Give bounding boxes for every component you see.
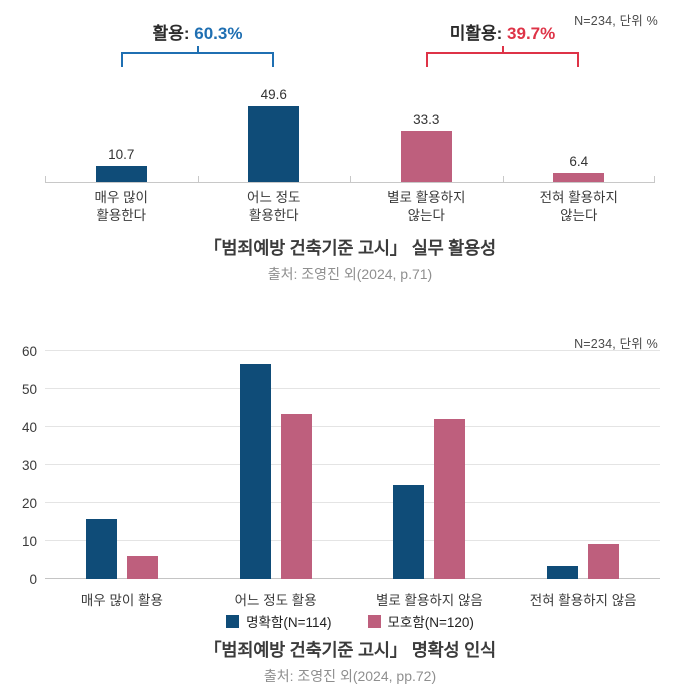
bar-value-label: 33.3 xyxy=(413,112,440,128)
clarity-bar-s1-c2 xyxy=(434,419,466,579)
gridline-60 xyxy=(45,350,660,351)
usage-bar-2 xyxy=(400,131,452,183)
clarity-category-2 xyxy=(353,351,507,579)
usage-category-2: 33.3 xyxy=(350,0,503,183)
usage-chart-category-labels: 매우 많이 활용한다 어느 정도 활용한다 별로 활용하지 않는다 전혀 활용하지 않… xyxy=(45,189,655,225)
clarity-bar-s0-c1 xyxy=(239,364,271,579)
usage-category-0: 10.7 xyxy=(45,0,198,183)
usage-category-label-2: 별로 활용하지 않는다 xyxy=(387,190,466,223)
axis-tick xyxy=(654,176,655,183)
clarity-category-label-3: 전혀 활용하지 않음 xyxy=(529,593,637,608)
clarity-category-label-0: 매우 많이 활용 xyxy=(80,593,163,608)
axis-tick xyxy=(502,176,504,183)
usage-category-3: 6.4 xyxy=(503,0,656,183)
usage-bracket-label: 활용: 60.3% xyxy=(153,19,243,44)
y-axis-label-40: 40 xyxy=(21,420,37,435)
non-usage-bracket-label: 미활용: 39.7% xyxy=(450,19,556,44)
bar-value-label: 49.6 xyxy=(260,87,287,102)
y-axis-label-60: 60 xyxy=(21,344,37,359)
usage-category-label-0: 매우 많이 활용한다 xyxy=(94,190,148,223)
usage-category-1: 49.6 xyxy=(198,0,351,183)
legend-label-0: 명확함(N=114) xyxy=(246,615,332,630)
bar-value-label: 6.4 xyxy=(569,154,589,170)
y-axis-label-0: 0 xyxy=(29,572,37,587)
usage-chart-source: 출처: 조영진 외(2024, p.71) xyxy=(267,266,433,282)
clarity-chart-source: 출처: 조영진 외(2024, pp.72) xyxy=(263,668,437,684)
clarity-bar-s1-c0 xyxy=(126,556,158,579)
legend-swatch-0 xyxy=(226,614,240,628)
y-axis-label-30: 30 xyxy=(21,458,37,473)
clarity-bar-s1-c1 xyxy=(280,413,312,579)
non-usage-bracket: 미활용: 39.7% xyxy=(426,24,579,67)
clarity-category-1 xyxy=(199,351,353,579)
sample-size-note-bottom: N=234, 단위 % xyxy=(574,337,658,351)
usage-bar-1 xyxy=(248,106,300,183)
clarity-category-3 xyxy=(506,351,660,579)
legend-item-1: 모호함(N=120) xyxy=(367,611,474,631)
clarity-bar-s1-c3 xyxy=(588,544,620,579)
usage-chart-plot: 10.7 49.6 33.3 6.4 활용: 60.3% 미활용: 39.7% xyxy=(45,0,655,183)
non-usage-bracket-prefix: 미활용: xyxy=(449,24,508,43)
y-axis-label-10: 10 xyxy=(21,534,37,549)
legend-item-0: 명확함(N=114) xyxy=(226,611,332,631)
usage-bracket: 활용: 60.3% xyxy=(121,24,274,67)
gridline-40 xyxy=(45,426,660,427)
y-axis-label-50: 50 xyxy=(21,382,37,397)
usage-bracket-value: 60.3% xyxy=(194,24,243,43)
clarity-chart-title: 「범죄예방 건축기준 고시」 명확성 인식 xyxy=(204,640,496,660)
clarity-chart-category-labels: 매우 많이 활용 어느 정도 활용 별로 활용하지 않음 전혀 활용하지 않음 xyxy=(45,592,660,610)
clarity-chart-bars xyxy=(45,351,660,579)
clarity-category-label-2: 별로 활용하지 않음 xyxy=(375,593,483,608)
usage-category-label-3: 전혀 활용하지 않는다 xyxy=(539,190,618,223)
usage-chart-title: 「범죄예방 건축기준 고시」 실무 활용성 xyxy=(204,238,496,258)
clarity-bar-s0-c2 xyxy=(393,484,425,579)
axis-tick xyxy=(45,176,46,183)
usage-chart-bars: 10.7 49.6 33.3 6.4 xyxy=(45,0,655,183)
usage-bracket-prefix: 활용: xyxy=(152,24,195,43)
usage-bar-3 xyxy=(553,173,605,183)
clarity-category-label-1: 어느 정도 활용 xyxy=(234,593,317,608)
y-axis-label-20: 20 xyxy=(21,496,37,511)
clarity-bar-s0-c0 xyxy=(85,519,117,579)
gridline-10 xyxy=(45,540,660,541)
sample-size-note-top: N=234, 단위 % xyxy=(574,14,658,28)
clarity-bar-s0-c3 xyxy=(547,565,579,579)
usage-category-label-1: 어느 정도 활용한다 xyxy=(247,190,301,223)
clarity-category-0 xyxy=(45,351,199,579)
non-usage-bracket-value: 39.7% xyxy=(507,24,556,43)
bar-value-label: 10.7 xyxy=(108,147,135,163)
axis-tick xyxy=(197,176,199,183)
legend-swatch-1 xyxy=(367,614,381,628)
clarity-chart-legend: 명확함(N=114) 모호함(N=120) xyxy=(0,611,700,631)
gridline-30 xyxy=(45,464,660,465)
gridline-20 xyxy=(45,502,660,503)
clarity-chart-plot: 0 10 20 30 40 50 60 xyxy=(22,344,660,587)
legend-label-1: 모호함(N=120) xyxy=(387,615,474,630)
gridline-0 xyxy=(45,578,660,579)
usage-bar-0 xyxy=(95,166,147,183)
axis-tick xyxy=(350,176,351,183)
gridline-50 xyxy=(45,388,660,389)
